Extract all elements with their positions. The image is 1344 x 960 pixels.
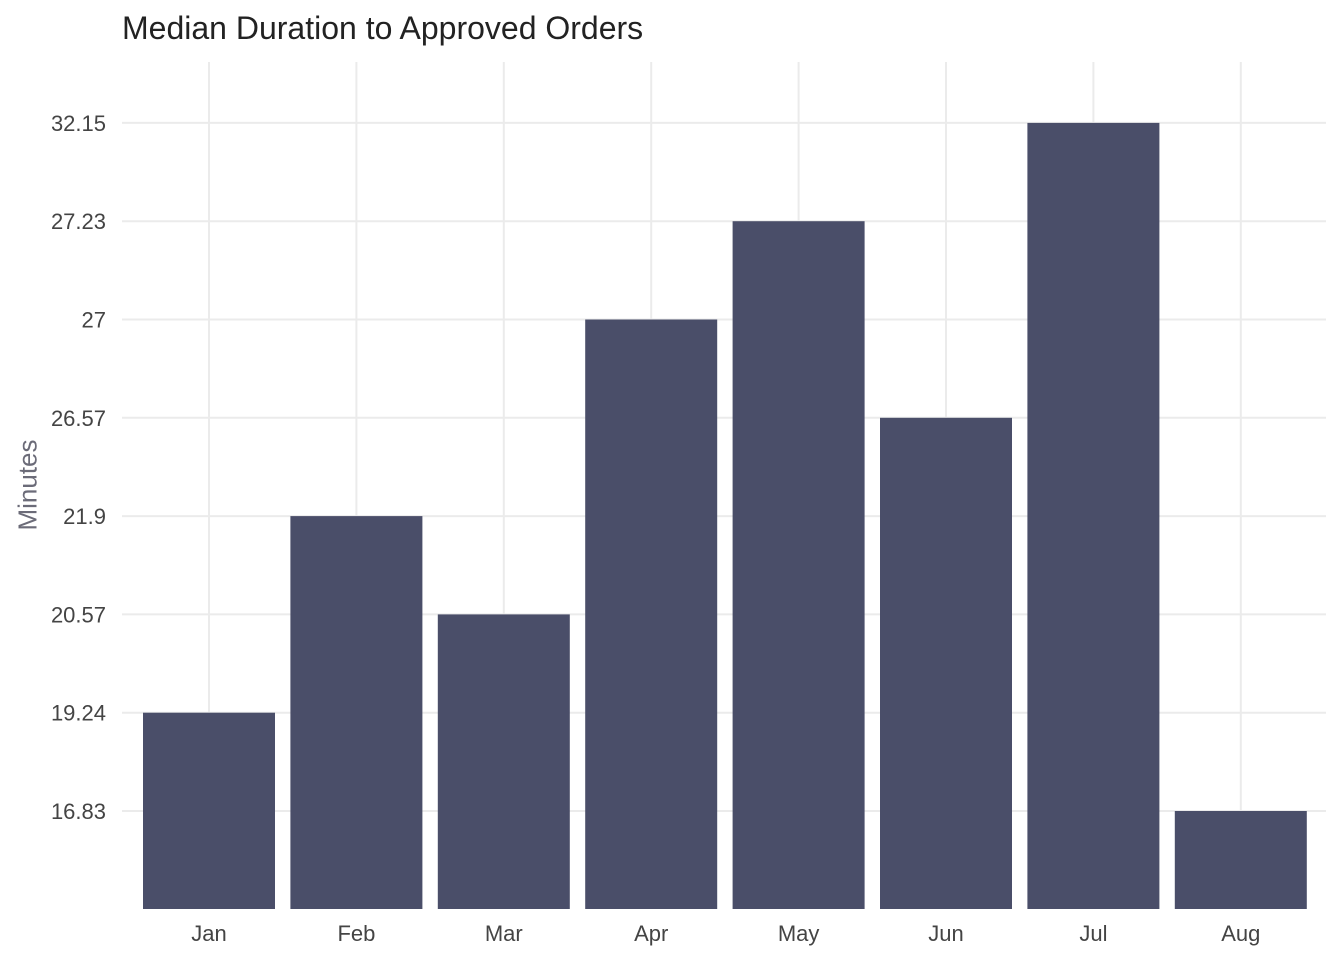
- bar-jul: [1027, 122, 1160, 909]
- x-tick-label: Mar: [485, 921, 523, 946]
- x-tick-label: Jul: [1079, 921, 1107, 946]
- y-tick-label: 32.15: [51, 111, 106, 136]
- x-tick-label: Aug: [1221, 921, 1260, 946]
- bar-mar: [437, 614, 570, 909]
- y-tick-label: 20.57: [51, 602, 106, 627]
- x-tick-label: Feb: [337, 921, 375, 946]
- y-tick-label: 27.23: [51, 209, 106, 234]
- bar-jun: [880, 417, 1012, 909]
- x-tick-labels: Jan Feb Mar Apr May Jun Jul Aug: [191, 921, 1260, 946]
- y-tick-label: 19.24: [51, 701, 106, 726]
- x-tick-label: Jun: [928, 921, 963, 946]
- y-tick-label: 21.9: [63, 504, 106, 529]
- bar-apr: [585, 319, 718, 909]
- bar-aug: [1174, 811, 1307, 909]
- y-tick-labels: 16.83 19.24 20.57 21.9 26.57 27 27.23 32.15: [51, 111, 106, 824]
- y-tick-label: 27: [82, 308, 106, 333]
- x-tick-label: May: [778, 921, 820, 946]
- bar-feb: [290, 516, 423, 909]
- x-tick-label: Jan: [191, 921, 226, 946]
- bar-jan: [143, 712, 275, 909]
- y-tick-label: 26.57: [51, 406, 106, 431]
- bars: [143, 122, 1307, 909]
- bar-may: [732, 221, 865, 909]
- y-tick-label: 16.83: [51, 799, 106, 824]
- chart-title: Median Duration to Approved Orders: [122, 10, 644, 46]
- x-tick-label: Apr: [634, 921, 668, 946]
